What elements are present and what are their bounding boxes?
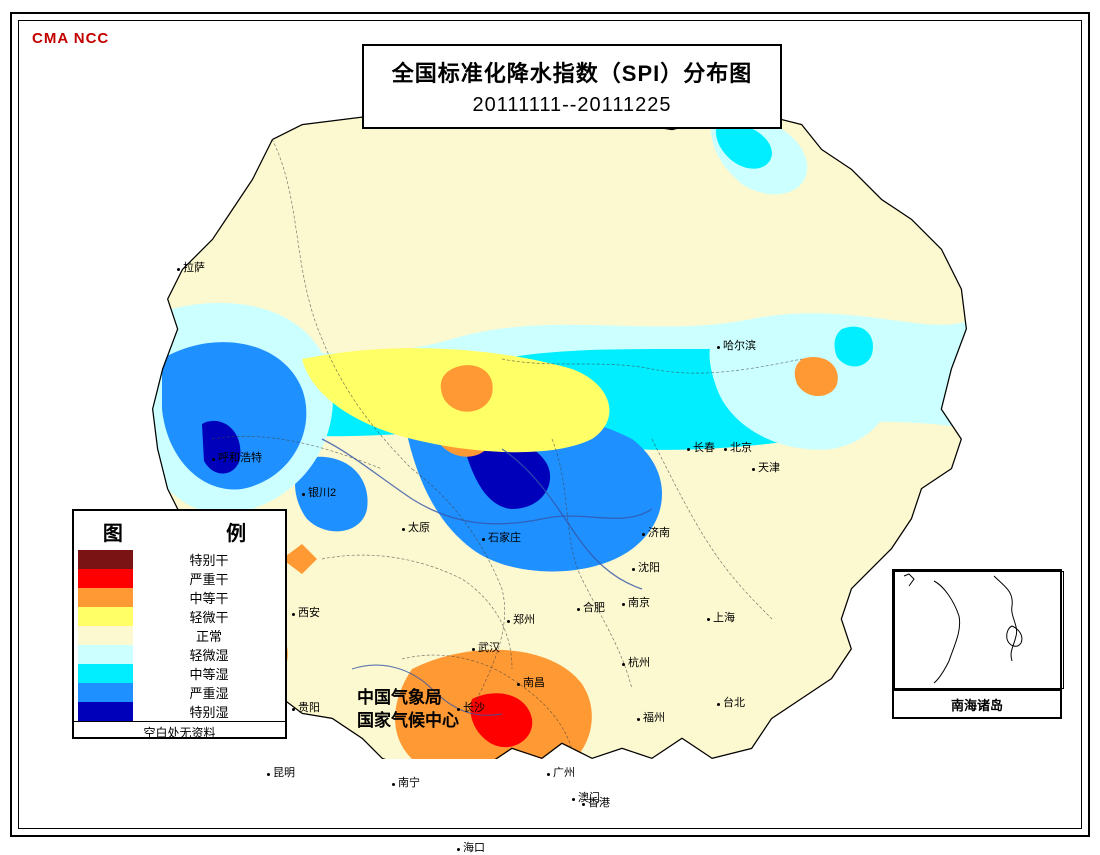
city-dot-石家庄 bbox=[482, 538, 485, 541]
city-label-天津: 天津 bbox=[752, 459, 780, 475]
legend-swatch-1 bbox=[78, 569, 133, 588]
city-label-合肥: 合肥 bbox=[577, 599, 605, 615]
legend-label-5: 轻微湿 bbox=[133, 645, 285, 664]
city-label-济南: 济南 bbox=[642, 524, 670, 540]
legend-item-1: 严重干 bbox=[74, 569, 285, 588]
city-dot-南昌 bbox=[517, 683, 520, 686]
city-label-呼和浩特: 呼和浩特 bbox=[212, 449, 262, 465]
legend-swatch-2 bbox=[78, 588, 133, 607]
city-dot-贵阳 bbox=[292, 708, 295, 711]
legend-swatch-6 bbox=[78, 664, 133, 683]
legend-label-8: 特别湿 bbox=[133, 702, 285, 721]
legend-label-0: 特别干 bbox=[133, 550, 285, 569]
city-dot-南京 bbox=[622, 603, 625, 606]
legend-item-3: 轻微干 bbox=[74, 607, 285, 626]
legend-item-0: 特别干 bbox=[74, 550, 285, 569]
city-dot-长春 bbox=[687, 448, 690, 451]
city-dot-天津 bbox=[752, 468, 755, 471]
city-dot-郑州 bbox=[507, 620, 510, 623]
legend-item-5: 轻微湿 bbox=[74, 645, 285, 664]
city-dot-呼和浩特 bbox=[212, 458, 215, 461]
legend-item-6: 中等湿 bbox=[74, 664, 285, 683]
city-dot-台北 bbox=[717, 703, 720, 706]
legend-item-4: 正常 bbox=[74, 626, 285, 645]
city-label-长沙: 长沙 bbox=[457, 699, 485, 715]
city-label-海口: 海口 bbox=[457, 839, 485, 855]
map-frame: CMA NCC 全国标准化降水指数（SPI）分布图 20111111--2011… bbox=[10, 12, 1090, 837]
city-label-长春: 长春 bbox=[687, 439, 715, 455]
city-label-广州: 广州 bbox=[547, 764, 575, 780]
city-label-武汉: 武汉 bbox=[472, 639, 500, 655]
city-dot-广州 bbox=[547, 773, 550, 776]
city-label-北京: 北京 bbox=[724, 439, 752, 455]
city-dot-上海 bbox=[707, 618, 710, 621]
legend-box: 图 例 特别干 严重干 中等干 轻微干 正常 轻微湿 中等湿 严重湿 特别湿 空白处无资料 bbox=[72, 509, 287, 739]
city-label-哈尔滨: 哈尔滨 bbox=[717, 337, 756, 353]
title-box: 全国标准化降水指数（SPI）分布图 20111111--20111225 bbox=[362, 44, 782, 129]
city-label-沈阳: 沈阳 bbox=[632, 559, 660, 575]
city-dot-哈尔滨 bbox=[717, 346, 720, 349]
city-label-杭州: 杭州 bbox=[622, 654, 650, 670]
legend-footer: 空白处无资料 bbox=[74, 721, 285, 741]
legend-label-3: 轻微干 bbox=[133, 607, 285, 626]
legend-item-8: 特别湿 bbox=[74, 702, 285, 721]
city-label-南宁: 南宁 bbox=[392, 774, 420, 790]
city-dot-合肥 bbox=[577, 608, 580, 611]
legend-swatch-7 bbox=[78, 683, 133, 702]
legend-label-4: 正常 bbox=[133, 626, 285, 645]
city-label-上海: 上海 bbox=[707, 609, 735, 625]
city-label-太原: 太原 bbox=[402, 519, 430, 535]
legend-swatch-4 bbox=[78, 626, 133, 645]
city-dot-银川2 bbox=[302, 493, 305, 496]
city-dot-昆明 bbox=[267, 773, 270, 776]
city-label-昆明: 昆明 bbox=[267, 764, 295, 780]
legend-swatch-5 bbox=[78, 645, 133, 664]
legend-item-7: 严重湿 bbox=[74, 683, 285, 702]
city-dot-沈阳 bbox=[632, 568, 635, 571]
city-label-拉萨: 拉萨 bbox=[177, 259, 205, 275]
legend-title: 图 例 bbox=[74, 511, 285, 550]
legend-swatch-8 bbox=[78, 702, 133, 721]
city-label-银川2: 银川2 bbox=[302, 484, 336, 500]
legend-item-2: 中等干 bbox=[74, 588, 285, 607]
city-dot-澳门 bbox=[572, 798, 575, 801]
city-dot-南宁 bbox=[392, 783, 395, 786]
city-dot-武汉 bbox=[472, 648, 475, 651]
inset-map bbox=[894, 571, 1060, 689]
city-label-澳门: 澳门 bbox=[572, 789, 600, 805]
title-dates-text: 20111111--20111225 bbox=[473, 94, 672, 117]
city-dot-西安 bbox=[292, 613, 295, 616]
city-label-西安: 西安 bbox=[292, 604, 320, 620]
city-label-郑州: 郑州 bbox=[507, 611, 535, 627]
legend-label-2: 中等干 bbox=[133, 588, 285, 607]
city-dot-济南 bbox=[642, 533, 645, 536]
title-main-text: 全国标准化降水指数（SPI）分布图 bbox=[392, 56, 752, 88]
city-label-福州: 福州 bbox=[637, 709, 665, 725]
city-dot-福州 bbox=[637, 718, 640, 721]
legend-label-1: 严重干 bbox=[133, 569, 285, 588]
city-dot-拉萨 bbox=[177, 268, 180, 271]
legend-swatch-3 bbox=[78, 607, 133, 626]
legend-label-6: 中等湿 bbox=[133, 664, 285, 683]
inset-label: 南海诸岛 bbox=[894, 689, 1060, 714]
city-dot-北京 bbox=[724, 448, 727, 451]
city-label-台北: 台北 bbox=[717, 694, 745, 710]
inset-box-south-china-sea: 南海诸岛 bbox=[892, 569, 1062, 719]
city-label-石家庄: 石家庄 bbox=[482, 529, 521, 545]
legend-swatch-0 bbox=[78, 550, 133, 569]
city-label-贵阳: 贵阳 bbox=[292, 699, 320, 715]
legend-label-7: 严重湿 bbox=[133, 683, 285, 702]
city-label-南京: 南京 bbox=[622, 594, 650, 610]
cma-ncc-watermark: CMA NCC bbox=[32, 30, 109, 47]
legend-rows: 特别干 严重干 中等干 轻微干 正常 轻微湿 中等湿 严重湿 特别湿 bbox=[74, 550, 285, 721]
city-dot-太原 bbox=[402, 528, 405, 531]
city-dot-杭州 bbox=[622, 663, 625, 666]
org-text: 中国气象局 国家气候中心 bbox=[357, 686, 459, 732]
city-label-南昌: 南昌 bbox=[517, 674, 545, 690]
